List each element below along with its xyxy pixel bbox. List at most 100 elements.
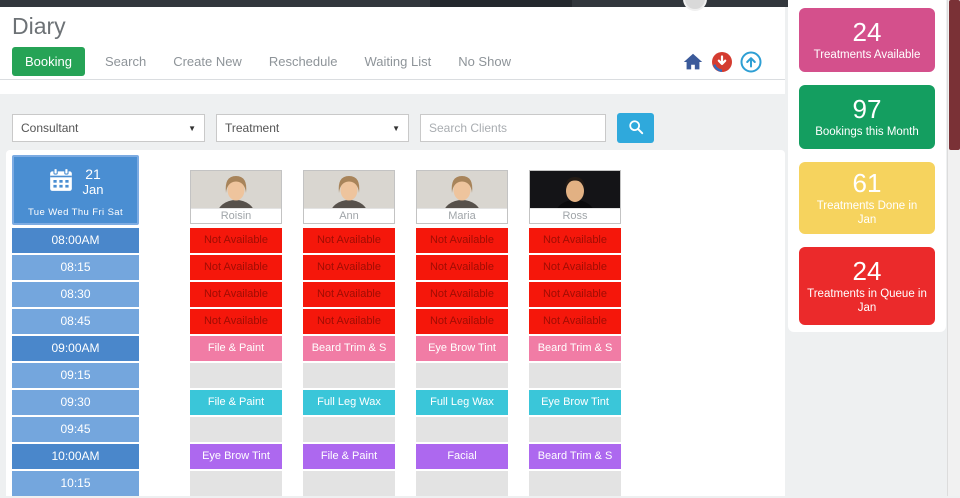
- consultant-card[interactable]: Roisin: [190, 170, 282, 224]
- tab-reschedule[interactable]: Reschedule: [268, 54, 338, 69]
- consultant-column: Ann Not Available Not Available Not Availab…: [303, 170, 395, 498]
- booking-slot[interactable]: File & Paint: [190, 390, 282, 415]
- female-avatar: [417, 171, 507, 208]
- scrollbar-thumb[interactable]: [949, 0, 960, 150]
- top-navbar: [0, 0, 788, 11]
- consultant-select[interactable]: Consultant ▼: [12, 114, 205, 142]
- tab-create-new[interactable]: Create New: [173, 54, 242, 69]
- stats-panel: 24 Treatments Available 97 Bookings this Mo…: [788, 0, 946, 332]
- empty-slot[interactable]: [303, 417, 395, 442]
- chevron-down-icon: ▼: [392, 123, 400, 133]
- unavailable-slot[interactable]: Not Available: [416, 282, 508, 307]
- booking-grid: Roisin Not Available Not Available Not Avai…: [190, 170, 621, 498]
- booking-slot[interactable]: Full Leg Wax: [303, 390, 395, 415]
- download-icon[interactable]: [710, 50, 734, 74]
- booking-slot[interactable]: File & Paint: [190, 336, 282, 361]
- time-slot[interactable]: 09:15: [12, 363, 139, 388]
- scroll-top-icon[interactable]: [739, 50, 763, 74]
- consultant-card[interactable]: Ann: [303, 170, 395, 224]
- consultant-slot-list: Not Available Not Available Not Available N…: [190, 228, 282, 496]
- booking-slot[interactable]: Full Leg Wax: [416, 390, 508, 415]
- consultant-name: Ross: [530, 208, 620, 223]
- booking-slot[interactable]: Beard Trim & S: [303, 336, 395, 361]
- time-slot[interactable]: 09:30: [12, 390, 139, 415]
- empty-slot[interactable]: [190, 363, 282, 388]
- tab-waiting-list[interactable]: Waiting List: [364, 54, 432, 69]
- booking-slot[interactable]: Eye Brow Tint: [190, 444, 282, 469]
- booking-slot[interactable]: Eye Brow Tint: [529, 390, 621, 415]
- search-button[interactable]: [617, 113, 654, 143]
- empty-slot[interactable]: [416, 417, 508, 442]
- male-avatar: [530, 171, 620, 208]
- calendar-day: 21: [85, 166, 101, 183]
- booking-slot[interactable]: File & Paint: [303, 444, 395, 469]
- unavailable-slot[interactable]: Not Available: [190, 228, 282, 253]
- tab-no-show[interactable]: No Show: [458, 54, 511, 69]
- unavailable-slot[interactable]: Not Available: [303, 282, 395, 307]
- consultant-slot-list: Not Available Not Available Not Available N…: [303, 228, 395, 496]
- calendar-month: Jan: [82, 181, 104, 197]
- calendar-card[interactable]: 21 Jan Tue Wed Thu Fri Sat: [12, 155, 139, 225]
- diary-header: Diary Booking Search Create New Reschedule W…: [0, 7, 785, 94]
- empty-slot[interactable]: [303, 363, 395, 388]
- unavailable-slot[interactable]: Not Available: [190, 255, 282, 280]
- treatment-select[interactable]: Treatment ▼: [216, 114, 409, 142]
- tab-search[interactable]: Search: [104, 54, 147, 69]
- time-column: 21 Jan Tue Wed Thu Fri Sat 08:00AM 08:15 0…: [12, 155, 139, 498]
- treatment-select-value: Treatment: [225, 121, 280, 135]
- unavailable-slot[interactable]: Not Available: [416, 255, 508, 280]
- calendar-weekdays: Tue Wed Thu Fri Sat: [27, 207, 124, 218]
- unavailable-slot[interactable]: Not Available: [303, 228, 395, 253]
- consultant-card[interactable]: Ross: [529, 170, 621, 224]
- unavailable-slot[interactable]: Not Available: [416, 228, 508, 253]
- time-slot[interactable]: 08:45: [12, 309, 139, 334]
- unavailable-slot[interactable]: Not Available: [303, 255, 395, 280]
- empty-slot[interactable]: [303, 471, 395, 496]
- search-clients-input[interactable]: [420, 114, 606, 142]
- unavailable-slot[interactable]: Not Available: [416, 309, 508, 334]
- female-avatar: [191, 171, 281, 208]
- empty-slot[interactable]: [416, 363, 508, 388]
- booking-slot[interactable]: Beard Trim & S: [529, 444, 621, 469]
- home-icon[interactable]: [681, 50, 705, 74]
- empty-slot[interactable]: [190, 417, 282, 442]
- unavailable-slot[interactable]: Not Available: [190, 282, 282, 307]
- time-slot[interactable]: 08:30: [12, 282, 139, 307]
- unavailable-slot[interactable]: Not Available: [190, 309, 282, 334]
- booking-slot[interactable]: Beard Trim & S: [529, 336, 621, 361]
- time-slot[interactable]: 08:00AM: [12, 228, 139, 253]
- empty-slot[interactable]: [529, 363, 621, 388]
- time-slot[interactable]: 08:15: [12, 255, 139, 280]
- unavailable-slot[interactable]: Not Available: [529, 255, 621, 280]
- empty-slot[interactable]: [529, 471, 621, 496]
- stat-label: Treatments Done in Jan: [816, 199, 918, 226]
- scrollbar[interactable]: [947, 0, 960, 496]
- consultant-slot-list: Not Available Not Available Not Available N…: [529, 228, 621, 496]
- consultant-card[interactable]: Maria: [416, 170, 508, 224]
- booking-slot[interactable]: Facial: [416, 444, 508, 469]
- consultant-name: Ann: [304, 208, 394, 223]
- unavailable-slot[interactable]: Not Available: [529, 228, 621, 253]
- stat-value: 24: [852, 255, 882, 286]
- empty-slot[interactable]: [190, 471, 282, 496]
- empty-slot[interactable]: [416, 471, 508, 496]
- tab-booking[interactable]: Booking: [12, 47, 85, 76]
- time-slot[interactable]: 09:45: [12, 417, 139, 442]
- unavailable-slot[interactable]: Not Available: [303, 309, 395, 334]
- unavailable-slot[interactable]: Not Available: [529, 309, 621, 334]
- consultant-column: Roisin Not Available Not Available Not Avai…: [190, 170, 282, 498]
- unavailable-slot[interactable]: Not Available: [529, 282, 621, 307]
- booking-slot[interactable]: Eye Brow Tint: [416, 336, 508, 361]
- stat-value: 61: [852, 167, 882, 198]
- top-navbar-segment: [430, 0, 572, 7]
- consultant-column: Ross Not Available Not Available Not Availa…: [529, 170, 621, 498]
- time-slot[interactable]: 10:15: [12, 471, 139, 496]
- empty-slot[interactable]: [529, 417, 621, 442]
- calendar-card-top: 21 Jan: [14, 157, 137, 207]
- page-title: Diary: [12, 13, 66, 39]
- time-slot[interactable]: 10:00AM: [12, 444, 139, 469]
- consultant-name: Maria: [417, 208, 507, 223]
- stat-label: Treatments in Queue in Jan: [807, 287, 927, 314]
- time-slot[interactable]: 09:00AM: [12, 336, 139, 361]
- filter-row: Consultant ▼ Treatment ▼: [12, 113, 654, 143]
